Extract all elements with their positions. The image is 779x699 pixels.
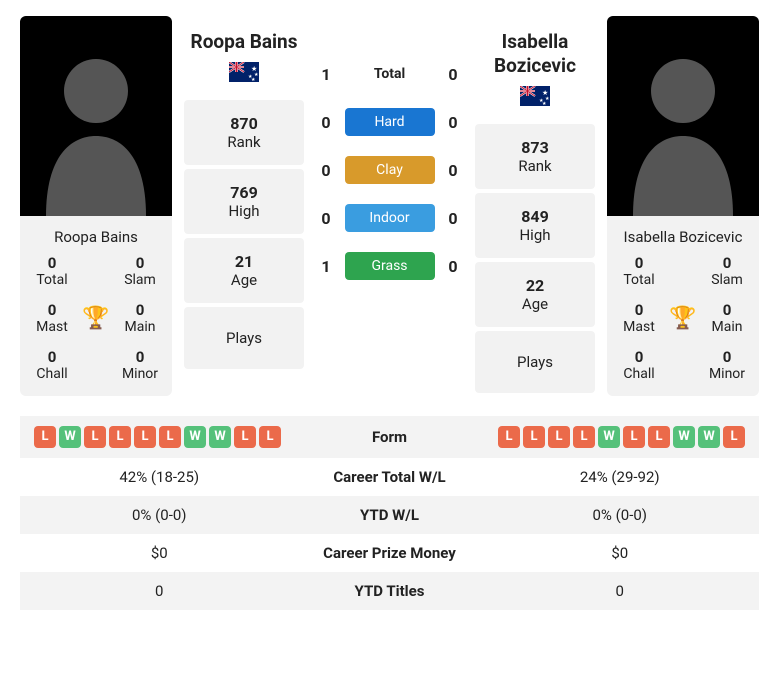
player2-stats-column: Isabella Bozicevic ★★★★ 873Rank 849High … — [475, 174, 595, 393]
player1-age: 21Age — [184, 238, 304, 303]
player1-name: Roopa Bains — [184, 30, 304, 54]
form-badge[interactable]: W — [209, 426, 231, 448]
form-row: LWLLLLWWLL Form LLLLWLLWWL — [20, 416, 759, 458]
h2h-surface-row: 0Indoor0 — [316, 204, 463, 232]
surface-badge[interactable]: Indoor — [345, 204, 435, 232]
form-badge[interactable]: L — [159, 426, 181, 448]
form-badge[interactable]: L — [84, 426, 106, 448]
player1-avatar — [20, 16, 172, 216]
player2-age: 22Age — [475, 262, 595, 327]
trophy-icon: 🏆 — [665, 306, 701, 331]
player2-card: Isabella Bozicevic 0Total 0Slam 0Mast 🏆 … — [607, 16, 759, 396]
form-badge[interactable]: L — [623, 426, 645, 448]
form-badge[interactable]: W — [698, 426, 720, 448]
ytd-wl-row: 0% (0-0) YTD W/L 0% (0-0) — [20, 496, 759, 534]
h2h-surface-row: 0Hard0 — [316, 108, 463, 136]
player2-form: LLLLWLLWWL — [495, 426, 746, 448]
svg-text:★: ★ — [251, 77, 256, 82]
form-badge[interactable]: L — [498, 426, 520, 448]
player1-rank: 870Rank — [184, 100, 304, 165]
form-badge[interactable]: L — [134, 426, 156, 448]
player1-card-name: Roopa Bains — [54, 228, 138, 246]
player1-high: 769High — [184, 169, 304, 234]
player1-flag-icon: ★★★★ — [229, 62, 259, 82]
player1-plays: Plays — [184, 307, 304, 369]
form-badge[interactable]: L — [234, 426, 256, 448]
player1-form: LWLLLLWWLL — [34, 426, 285, 448]
form-badge[interactable]: L — [573, 426, 595, 448]
form-badge[interactable]: L — [548, 426, 570, 448]
form-badge[interactable]: W — [59, 426, 81, 448]
silhouette-icon — [36, 36, 156, 216]
player2-high: 849High — [475, 193, 595, 258]
h2h-surface-row: 0Clay0 — [316, 156, 463, 184]
player2-card-name: Isabella Bozicevic — [624, 228, 743, 246]
player1-stats-column: Roopa Bains ★★★★ 870Rank 769High 21Age P… — [184, 146, 304, 369]
prize-row: $0 Career Prize Money $0 — [20, 534, 759, 572]
career-wl-row: 42% (18-25) Career Total W/L 24% (29-92) — [20, 458, 759, 496]
form-badge[interactable]: L — [523, 426, 545, 448]
player1-card: Roopa Bains 0Total 0Slam 0Mast 🏆 0Main 0… — [20, 16, 172, 396]
player2-plays: Plays — [475, 331, 595, 393]
form-badge[interactable]: L — [34, 426, 56, 448]
player2-name: Isabella Bozicevic — [475, 30, 595, 78]
silhouette-icon — [623, 36, 743, 216]
player2-titles: 0Total 0Slam 0Mast 🏆 0Main 0Chall 0Minor — [607, 254, 759, 396]
form-badge[interactable]: W — [184, 426, 206, 448]
player2-avatar — [607, 16, 759, 216]
h2h-surface-row: 1Grass0 — [316, 252, 463, 280]
surface-badge[interactable]: Grass — [345, 252, 435, 280]
player2-flag-icon: ★★★★ — [520, 86, 550, 106]
player1-titles: 0Total 0Slam 0Mast 🏆 0Main 0Chall 0Minor — [20, 254, 172, 396]
form-badge[interactable]: L — [723, 426, 745, 448]
form-badge[interactable]: L — [648, 426, 670, 448]
surface-badge[interactable]: Hard — [345, 108, 435, 136]
form-badge[interactable]: L — [109, 426, 131, 448]
form-badge[interactable]: W — [598, 426, 620, 448]
surface-badge[interactable]: Clay — [345, 156, 435, 184]
form-badge[interactable]: L — [259, 426, 281, 448]
h2h-column: 1 Total 0 0Hard0 0Clay0 0Indoor0 1Grass0 — [316, 16, 463, 280]
form-badge[interactable]: W — [673, 426, 695, 448]
player2-rank: 873Rank — [475, 124, 595, 189]
ytd-titles-row: 0 YTD Titles 0 — [20, 572, 759, 610]
svg-text:★: ★ — [542, 101, 547, 106]
trophy-icon: 🏆 — [78, 306, 114, 331]
comparison-table: LWLLLLWWLL Form LLLLWLLWWL 42% (18-25) C… — [20, 416, 759, 610]
h2h-total-row: 1 Total 0 — [316, 60, 463, 88]
